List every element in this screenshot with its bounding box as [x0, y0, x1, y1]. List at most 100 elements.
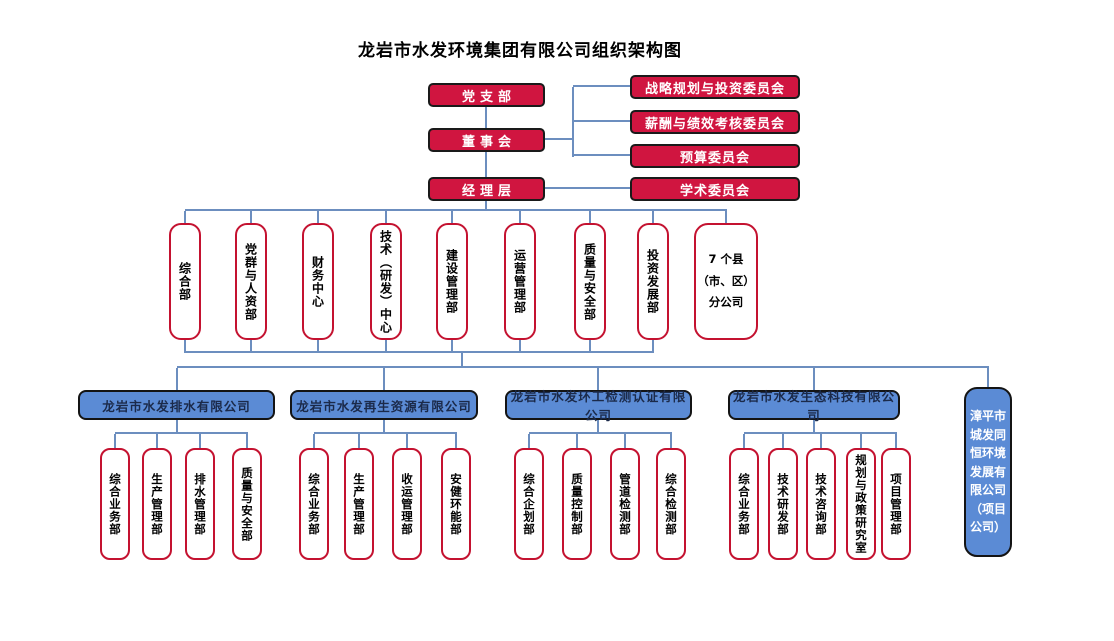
connector-line [246, 434, 248, 448]
connector-line [185, 209, 727, 211]
sub-dept-box: 项目管理部 [881, 448, 911, 560]
connector-line [545, 187, 631, 189]
connector-line [813, 420, 815, 434]
connector-line [250, 340, 252, 353]
sub-dept-box: 技术咨询部 [806, 448, 836, 560]
connector-line [177, 366, 989, 368]
connector-line [725, 211, 727, 223]
subsidiary-testing-certification: 龙岩市水发环工检测认证有限公司 [505, 389, 692, 423]
county-branches-line1: 7 个县 [708, 251, 744, 266]
subsidiary-drainage: 龙岩市水发排水有限公司 [78, 390, 275, 420]
connector-line [385, 340, 387, 353]
dept-finance-center: 财务中心 [302, 223, 334, 340]
connector-line [383, 420, 385, 434]
connector-line [317, 340, 319, 353]
connector-line [314, 432, 457, 434]
connector-line [624, 434, 626, 448]
connector-line [451, 211, 453, 223]
connector-line [485, 152, 487, 177]
connector-line [652, 340, 654, 353]
node-strategy-investment-committee: 战略规划与投资委员会 [630, 75, 800, 99]
connector-line [114, 434, 116, 448]
connector-line [782, 434, 784, 448]
connector-line [383, 368, 385, 390]
sub-dept-box: 生产管理部 [142, 448, 172, 560]
connector-line [576, 434, 578, 448]
sub-dept-box: 生产管理部 [344, 448, 374, 560]
connector-line [519, 340, 521, 353]
sub-dept-box: 综合业务部 [299, 448, 329, 560]
subsidiary-eco-tech: 龙岩市水发生态科技有限公司 [728, 389, 900, 423]
connector-line [115, 432, 248, 434]
sub-dept-box: 管道检测部 [610, 448, 640, 560]
connector-line [176, 420, 178, 434]
connector-line [572, 87, 574, 157]
sub-dept-box: 收运管理部 [392, 448, 422, 560]
connector-line [820, 434, 822, 448]
connector-line [670, 434, 672, 448]
connector-line [545, 138, 574, 140]
connector-line [597, 368, 599, 390]
connector-line [987, 368, 989, 390]
connector-line [451, 340, 453, 353]
subsidiary-renewable-resources: 龙岩市水发再生资源有限公司 [290, 390, 478, 420]
connector-line [184, 340, 186, 353]
connector-line [519, 211, 521, 223]
sub-dept-box: 质量控制部 [562, 448, 592, 560]
node-compensation-performance-committee: 薪酬与绩效考核委员会 [630, 110, 800, 134]
connector-line [743, 434, 745, 448]
dept-tech-rd-center: 技术（研发）中心 [370, 223, 402, 340]
connector-line [597, 420, 599, 434]
county-branches-line3: 分公司 [708, 295, 744, 310]
connector-line [184, 211, 186, 223]
dept-construction-mgmt: 建设管理部 [436, 223, 468, 340]
connector-line [813, 368, 815, 390]
connector-line [528, 434, 530, 448]
connector-line [573, 120, 631, 122]
connector-line [529, 432, 672, 434]
connector-line [250, 211, 252, 223]
connector-line [573, 85, 631, 87]
sub-dept-box: 综合企划部 [514, 448, 544, 560]
connector-line [461, 353, 463, 368]
node-county-branches: 7 个县 （市、区） 分公司 [694, 223, 758, 340]
connector-line [176, 368, 178, 390]
connector-line [313, 434, 315, 448]
subsidiary-zhangping-project-company: 漳平市城发同恒环境发展有限公司（项目公司） [964, 387, 1012, 557]
connector-line [185, 351, 654, 353]
sub-dept-box: 综合业务部 [729, 448, 759, 560]
sub-dept-box: 技术研发部 [768, 448, 798, 560]
connector-line [573, 154, 631, 156]
connector-line [652, 211, 654, 223]
connector-line [485, 201, 487, 211]
sub-dept-box: 安健环能部 [441, 448, 471, 560]
node-management: 经理层 [428, 177, 545, 201]
connector-line [385, 211, 387, 223]
sub-dept-box: 综合业务部 [100, 448, 130, 560]
connector-line [358, 434, 360, 448]
connector-line [199, 434, 201, 448]
connector-line [589, 211, 591, 223]
connector-line [406, 434, 408, 448]
node-party-branch: 党支部 [428, 83, 545, 107]
dept-investment-dev: 投资发展部 [637, 223, 669, 340]
sub-dept-box: 质量与安全部 [232, 448, 262, 560]
connector-line [485, 107, 487, 128]
connector-line [156, 434, 158, 448]
connector-line [455, 434, 457, 448]
connector-line [895, 434, 897, 448]
county-branches-line2: （市、区） [697, 273, 755, 288]
node-academic-committee: 学术委员会 [630, 177, 800, 201]
dept-party-hr: 党群与人资部 [235, 223, 267, 340]
sub-dept-box: 排水管理部 [185, 448, 215, 560]
dept-quality-safety: 质量与安全部 [574, 223, 606, 340]
dept-operations-mgmt: 运营管理部 [504, 223, 536, 340]
connector-line [589, 340, 591, 353]
dept-general-office: 综合部 [169, 223, 201, 340]
connector-line [860, 434, 862, 448]
node-budget-committee: 预算委员会 [630, 144, 800, 168]
connector-line [317, 211, 319, 223]
chart-title: 龙岩市水发环境集团有限公司组织架构图 [358, 41, 682, 61]
sub-dept-box: 规划与政策研究室 [846, 448, 876, 560]
